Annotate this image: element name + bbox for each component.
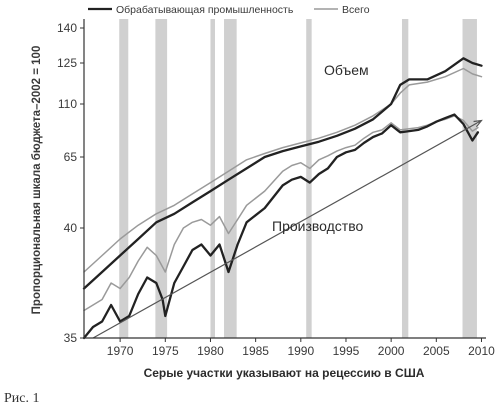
annotation-production: Производство xyxy=(272,218,363,234)
x-tick-label: 2000 xyxy=(378,344,405,358)
x-tick-label: 1980 xyxy=(197,344,224,358)
x-tick-label: 1985 xyxy=(242,344,269,358)
series-line-volume-manufacturing xyxy=(82,57,483,290)
x-tick-label: 1990 xyxy=(287,344,314,358)
legend-label-total: Всего xyxy=(342,4,370,16)
x-axis-label: Серые участки указывают на рецессию в СШ… xyxy=(144,366,425,380)
y-tick-label: 65 xyxy=(64,150,78,164)
recession-band xyxy=(119,19,129,338)
figure-caption: Рис. 1 xyxy=(4,391,40,406)
series-lines xyxy=(82,57,483,340)
legend-label-manufacturing: Обрабатывающая промышленность xyxy=(116,4,294,16)
x-tick-label: 2010 xyxy=(468,344,495,358)
recession-band xyxy=(210,19,215,338)
series-line-production-manufacturing xyxy=(82,113,480,340)
x-tick-label: 1975 xyxy=(152,344,179,358)
series-line-production-total xyxy=(83,115,479,312)
trend-arrow xyxy=(92,119,483,339)
recession-band xyxy=(306,19,312,338)
recession-band xyxy=(401,19,409,338)
annotation-volume: Объем xyxy=(324,62,369,78)
x-axis-ticks: 1970 1975 1980 1985 1990 1995 2000 2005 2010 xyxy=(107,338,495,358)
y-tick-label: 40 xyxy=(64,221,78,235)
y-axis-label: Пропорциональная шкала бюджета–2002 = 10… xyxy=(31,46,43,315)
x-tick-label: 1970 xyxy=(107,344,134,358)
legend: Обрабатывающая промышленность Всего xyxy=(88,4,370,16)
recession-band xyxy=(155,19,168,338)
x-tick-label: 1995 xyxy=(333,344,360,358)
x-tick-label: 2005 xyxy=(423,344,450,358)
recession-band xyxy=(462,19,477,338)
series-line-volume-total xyxy=(83,67,483,273)
y-axis-ticks: 35 40 65 110 125 140 xyxy=(57,21,84,345)
y-tick-label: 110 xyxy=(58,97,77,111)
plot-frame xyxy=(83,19,486,339)
y-tick-label: 140 xyxy=(57,21,77,35)
trend-arrowhead xyxy=(473,119,483,128)
y-tick-label: 35 xyxy=(64,331,78,345)
trend-line xyxy=(92,119,482,339)
y-tick-label: 125 xyxy=(57,56,77,70)
